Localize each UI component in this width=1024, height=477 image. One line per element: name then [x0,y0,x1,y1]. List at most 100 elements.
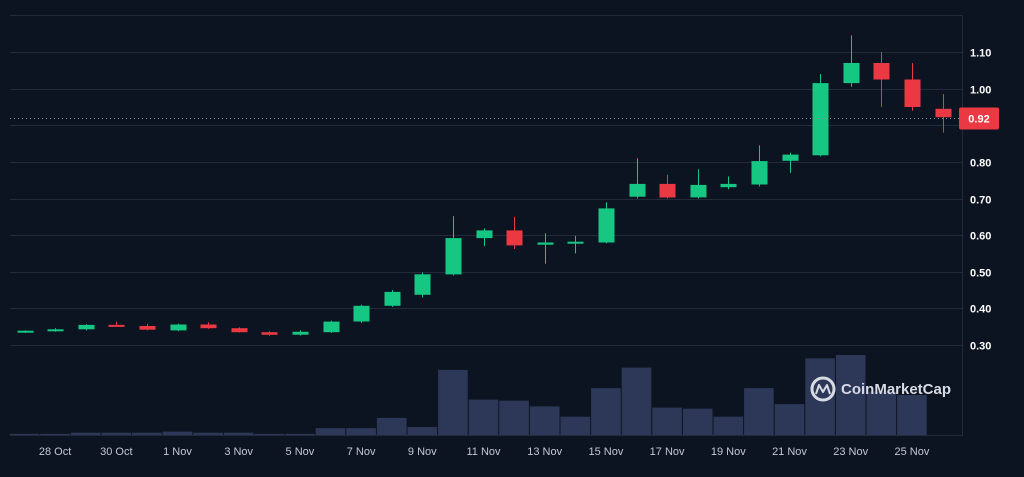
volume-bar [835,355,866,435]
candle-body [231,328,248,333]
volume-bar [407,427,438,435]
volume-bar [713,416,744,435]
volume-bar [744,388,774,435]
candle-body [414,274,431,295]
x-tick-label: 21 Nov [772,446,807,458]
candle [690,169,707,199]
x-tick-label: 19 Nov [711,446,746,458]
candle [17,330,34,333]
candle-body [139,326,156,330]
volume-bars [9,355,927,435]
y-axis: 0.30 0.40 0.50 0.60 0.70 0.80 1.00 1.10 [970,48,991,353]
x-tick-label: 3 Nov [224,446,253,458]
current-price-label: 0.92 [968,114,989,126]
candle-body [108,324,125,327]
volume-bar [132,432,162,435]
volume-bar [376,417,407,435]
volume-bar [9,433,40,435]
current-price-marker: 0.92 [10,107,999,130]
x-tick-label: 5 Nov [286,446,315,458]
candle-body [904,79,921,107]
y-tick-label: 0.60 [970,231,991,243]
volume-bar [193,432,223,435]
volume-bar [866,391,897,435]
candle [659,174,676,199]
volume-bar [70,432,101,435]
volume-bar [621,367,652,435]
candle [476,228,493,247]
candle [323,320,340,333]
x-tick-label: 17 Nov [650,446,685,458]
watermark-text: CoinMarketCap [841,381,951,398]
candle [384,290,401,307]
y-tick-label: 0.80 [970,158,991,170]
volume-bar [438,369,468,435]
volume-bar [591,388,621,435]
candle [506,216,523,249]
coinmarketcap-logo-icon [810,376,836,402]
candle-body [506,230,523,246]
candle [629,158,646,199]
candle-body [445,238,462,275]
y-tick-label: 0.40 [970,304,991,316]
candle [751,145,768,187]
candle [292,330,309,336]
candle-body [17,330,34,333]
x-tick-label: 30 Oct [100,446,132,458]
candles [17,35,952,336]
volume-bar [774,404,805,435]
candle-body [292,331,309,335]
x-tick-label: 23 Nov [833,446,868,458]
candle-body [843,63,860,84]
volume-bar [346,428,376,435]
candle [108,321,125,327]
x-tick-label: 9 Nov [408,446,437,458]
candle [812,74,829,157]
candle [170,323,187,332]
volume-bar [499,400,529,435]
x-tick-label: 7 Nov [347,446,376,458]
volume-bar [285,433,315,435]
candle [598,202,615,244]
candle [78,324,95,331]
candle-body [720,183,737,188]
candle-body [353,305,370,322]
x-tick-label: 1 Nov [163,446,192,458]
candle-body [200,324,217,329]
y-tick-label: 0.50 [970,268,991,280]
candle [567,235,584,254]
x-axis: 28 Oct 30 Oct 1 Nov 3 Nov 5 Nov 7 Nov 9 Nov 11 … [39,446,930,458]
volume-bar [897,395,927,435]
candle [843,35,860,87]
candle-body [935,108,952,118]
x-tick-label: 28 Oct [39,446,71,458]
candle [261,331,278,336]
candle-body [47,329,64,332]
candle [720,176,737,190]
watermark: CoinMarketCap [810,376,951,402]
x-tick-label: 13 Nov [527,446,562,458]
candle-body [690,184,707,198]
candle [904,63,921,111]
current-price-tag [959,107,999,130]
candle [47,328,64,332]
y-tick-label: 1.00 [970,85,991,97]
volume-bar [101,432,132,435]
candle-body [629,183,646,197]
volume-bar [652,407,682,435]
y-tick-label: 0.70 [970,195,991,207]
candle [935,94,952,133]
candle-body [384,291,401,306]
grid-lines [10,15,963,436]
candle [445,216,462,276]
volume-bar [40,433,70,435]
candle-body [476,230,493,239]
candle-body [170,324,187,331]
candle [782,152,799,173]
candle-body [812,83,829,156]
volume-bar [223,432,254,435]
x-tick-label: 25 Nov [894,446,929,458]
candle [139,323,156,331]
volume-bar [529,406,560,435]
candle-body [873,63,890,80]
